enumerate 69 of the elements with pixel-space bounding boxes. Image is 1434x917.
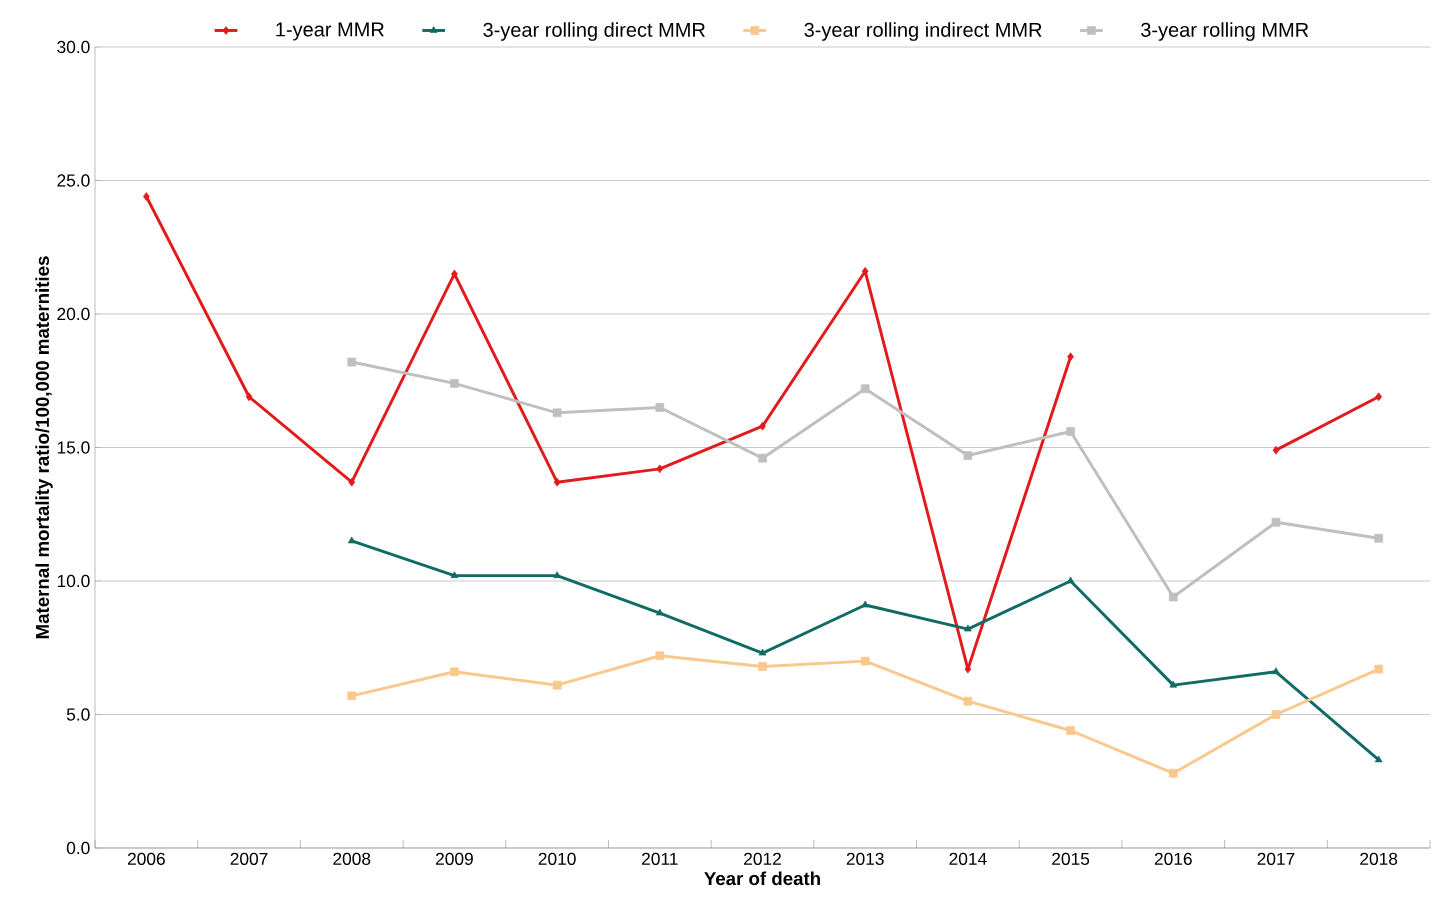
x-tick-label: 2013 <box>846 852 884 865</box>
point <box>1066 726 1075 735</box>
point <box>964 624 972 632</box>
point <box>552 408 562 418</box>
x-tick-label: 2015 <box>1052 852 1090 865</box>
y-tick-label: 5.0 <box>66 708 90 721</box>
y-tick-label: 30.0 <box>57 40 90 54</box>
point <box>553 477 561 487</box>
y-tick-label: 15.0 <box>57 441 90 454</box>
legend-label: 3-year rolling indirect MMR <box>804 22 1042 41</box>
point <box>347 691 357 701</box>
x-tick-label: 2018 <box>1360 852 1398 865</box>
point <box>1271 710 1281 719</box>
point <box>656 608 664 616</box>
point <box>860 384 870 394</box>
point <box>963 451 973 460</box>
point <box>1067 352 1074 362</box>
point <box>451 269 458 279</box>
point <box>143 192 150 201</box>
y-tick-label: 20.0 <box>57 307 90 321</box>
point <box>1271 517 1281 527</box>
point <box>450 379 459 388</box>
x-tick-label: 2014 <box>949 852 987 865</box>
point <box>553 571 561 578</box>
point <box>552 680 562 690</box>
point <box>860 656 870 666</box>
x-tick-label: 2009 <box>436 852 473 865</box>
point <box>347 536 356 544</box>
y-tick-label: 10.0 <box>57 574 90 588</box>
legend-label: 1-year MMR <box>276 22 384 41</box>
legend-label: 3-year rolling direct MMR <box>483 22 705 41</box>
point <box>758 453 767 463</box>
point <box>1374 755 1383 763</box>
point <box>655 403 665 412</box>
point <box>348 477 356 487</box>
x-tick-label: 2012 <box>744 852 781 865</box>
point <box>347 357 357 367</box>
x-tick-label: 2007 <box>230 852 268 865</box>
point <box>1375 392 1382 402</box>
point <box>656 464 664 474</box>
point <box>758 662 767 671</box>
y-tick-label: 0.0 <box>66 841 90 855</box>
x-tick-label: 2017 <box>1257 852 1295 865</box>
point <box>450 571 459 578</box>
point <box>1168 768 1178 778</box>
point <box>1168 592 1178 602</box>
x-tick-label: 2011 <box>642 852 678 865</box>
y-tick-label: 25.0 <box>57 174 90 187</box>
x-tick-label: 2016 <box>1154 852 1192 865</box>
point <box>1272 667 1280 675</box>
point <box>963 696 973 706</box>
point <box>759 421 766 431</box>
point <box>450 667 459 677</box>
legend-label: 3-year rolling MMR <box>1141 22 1309 41</box>
point <box>245 392 253 402</box>
x-axis-title: Year of death <box>704 871 820 886</box>
point <box>1272 445 1280 455</box>
point <box>1169 680 1178 688</box>
point <box>758 648 767 656</box>
x-tick-label: 2008 <box>333 852 371 865</box>
y-axis-title: Maternal mortality ratio/100,000 maternities <box>35 256 53 639</box>
x-tick-label: 2006 <box>127 852 165 865</box>
point <box>861 600 869 608</box>
point <box>861 266 869 276</box>
x-tick-label: 2010 <box>538 852 576 865</box>
point <box>1374 533 1383 543</box>
point <box>655 651 665 661</box>
point <box>1066 427 1075 436</box>
point <box>1374 664 1383 674</box>
